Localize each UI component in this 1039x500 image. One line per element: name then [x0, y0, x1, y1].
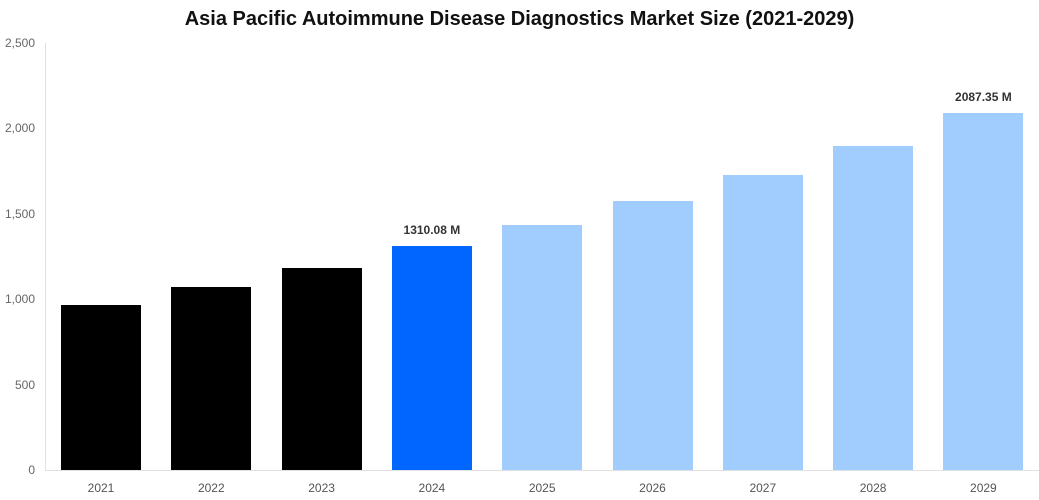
y-tick-label: 1,000: [4, 292, 35, 307]
x-axis-line: [45, 470, 1039, 471]
bar-2026[interactable]: [612, 201, 693, 470]
x-tick-label: 2028: [859, 481, 887, 495]
y-tick-label: 2,000: [4, 121, 35, 136]
bar-2028[interactable]: [833, 146, 914, 470]
bar-2022[interactable]: [171, 287, 252, 470]
bar-2023[interactable]: [281, 267, 362, 470]
y-tick-label: 0: [28, 463, 35, 477]
y-tick-label: 1,500: [4, 206, 35, 221]
x-tick-label: 2026: [639, 481, 666, 495]
y-tick-label: 500: [14, 377, 35, 392]
x-tick-label: 2024: [418, 481, 446, 495]
y-tick-label: 2,500: [4, 36, 35, 50]
bar-2025[interactable]: [502, 225, 583, 470]
bar-value-label: 2087.35 M: [955, 90, 1012, 105]
x-tick-label: 2023: [308, 481, 335, 495]
bar-2029[interactable]: [943, 113, 1024, 470]
chart-title: Asia Pacific Autoimmune Disease Diagnost…: [184, 8, 855, 30]
y-axis-line: [45, 43, 46, 471]
x-tick-label: 2022: [197, 481, 225, 495]
bar-2021[interactable]: [61, 305, 141, 470]
x-tick-label: 2021: [87, 481, 115, 495]
bar-value-label: 1310.08 M: [403, 223, 461, 238]
bar-2027[interactable]: [722, 175, 803, 470]
x-tick-label: 2029: [970, 481, 997, 495]
bar-2024[interactable]: [391, 246, 472, 470]
x-tick-label: 2027: [749, 481, 777, 495]
x-tick-label: 2025: [528, 481, 556, 495]
